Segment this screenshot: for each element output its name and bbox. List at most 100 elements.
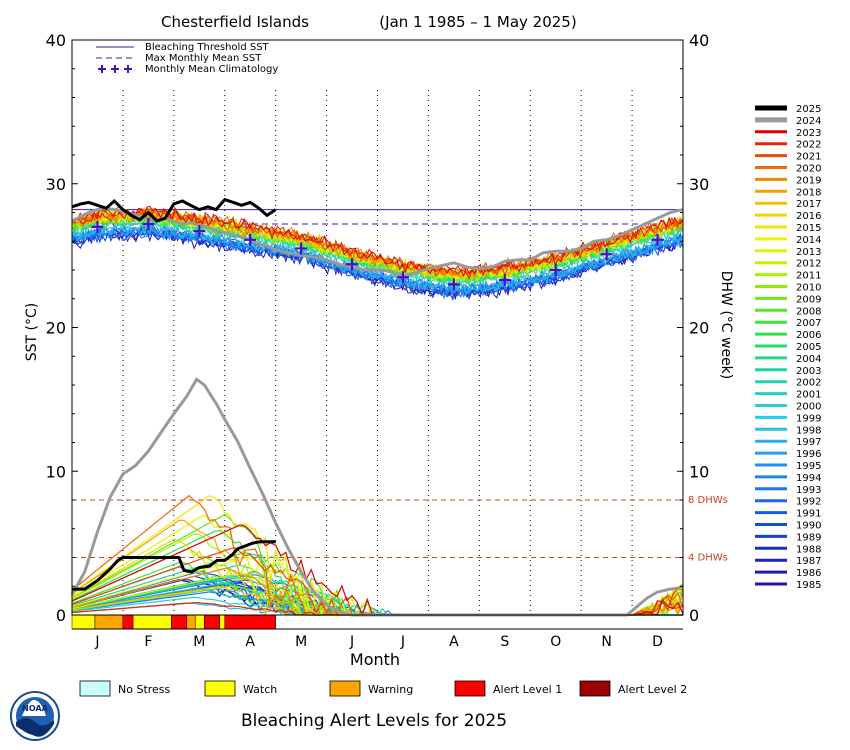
- alert-legend-label: No Stress: [118, 683, 171, 696]
- alert-legend-label: Warning: [368, 683, 413, 696]
- year-legend-label: 2016: [796, 211, 821, 222]
- year-legend-label: 1992: [796, 497, 821, 508]
- year-legend-label: 2003: [796, 366, 821, 377]
- climatology-marker: [244, 233, 257, 246]
- year-legend-label: 2024: [796, 116, 821, 127]
- alert-legend-swatch: [204, 680, 236, 697]
- year-legend-label: 1991: [796, 509, 821, 520]
- alert-segment: [204, 614, 220, 630]
- year-legend-label: 2009: [796, 294, 821, 305]
- month-label: A: [245, 634, 255, 650]
- alert-segment: [132, 614, 172, 630]
- year-legend-label: 2020: [796, 164, 821, 175]
- legend-plus-marker: [124, 65, 132, 73]
- month-label: S: [500, 634, 509, 650]
- y-tick-label-right: 40: [689, 31, 709, 50]
- alert-segment: [171, 614, 187, 630]
- year-legend-label: 1998: [796, 425, 821, 436]
- year-legend-label: 2014: [796, 235, 821, 246]
- dhw-line-2025: [72, 540, 276, 591]
- year-legend-label: 1993: [796, 485, 821, 496]
- year-legend-label: 2005: [796, 342, 821, 353]
- y-tick-label-right: 10: [689, 462, 709, 481]
- year-legend-label: 1990: [796, 521, 821, 532]
- top-legend-label: Max Monthly Mean SST: [145, 53, 262, 64]
- alert-segment: [219, 614, 226, 630]
- y-tick-label-left: 20: [46, 319, 66, 338]
- climatology-marker: [600, 248, 613, 261]
- year-legend-label: 1999: [796, 413, 821, 424]
- alert-segment: [71, 614, 96, 630]
- year-legend-label: 1985: [796, 580, 821, 591]
- alert-legend-label: Alert Level 2: [618, 683, 687, 696]
- sst-line-2024: [71, 206, 684, 278]
- month-label: F: [144, 634, 152, 650]
- legend-plus-marker: [111, 65, 119, 73]
- year-legend-label: 2018: [796, 187, 821, 198]
- year-legend-label: 2019: [796, 175, 821, 186]
- climatology-marker: [142, 218, 155, 230]
- alert-legend-label: Alert Level 1: [493, 683, 562, 696]
- year-legend-label: 1986: [796, 568, 821, 579]
- climatology-marker: [447, 278, 460, 291]
- year-legend-label: 1988: [796, 544, 821, 555]
- legend-plus-marker: [98, 65, 106, 73]
- y-tick-label-left: 10: [46, 462, 66, 481]
- year-legend-label: 2021: [796, 152, 821, 163]
- month-label: J: [94, 634, 99, 650]
- month-label: M: [193, 634, 205, 650]
- year-legend-label: 2001: [796, 390, 821, 401]
- y-tick-label-right: 20: [689, 319, 709, 338]
- climatology-marker: [549, 264, 562, 276]
- year-legend-label: 1996: [796, 449, 821, 460]
- month-label: N: [601, 634, 611, 650]
- sst-line-2025: [71, 197, 277, 223]
- alert-segment: [194, 614, 205, 630]
- dhw-threshold-label: 4 DHWs: [688, 553, 728, 564]
- sst-line-1998: [71, 219, 684, 296]
- year-legend-label: 2008: [796, 306, 821, 317]
- y-tick-label-right: 0: [689, 606, 699, 625]
- year-legend-label: 1994: [796, 473, 821, 484]
- y-tick-label-right: 30: [689, 175, 709, 194]
- climatology-marker: [498, 274, 511, 287]
- climatology-marker: [396, 271, 409, 284]
- year-legend-label: 1997: [796, 437, 821, 448]
- noaa-logo: NOAA: [10, 691, 60, 741]
- month-label: M: [295, 634, 307, 650]
- year-legend-label: 2012: [796, 259, 821, 270]
- y-tick-label-left: 30: [46, 175, 66, 194]
- alert-segment: [122, 614, 134, 630]
- climatology-marker: [91, 220, 104, 233]
- year-legend-label: 2025: [796, 104, 821, 115]
- dhw-threshold-label: 8 DHWs: [688, 495, 728, 506]
- year-legend-label: 1987: [796, 556, 821, 567]
- y-tick-label-left: 40: [46, 31, 66, 50]
- alert-segment: [186, 614, 196, 630]
- month-label: J: [349, 634, 354, 650]
- climatology-markers: [91, 218, 664, 291]
- year-legend-label: 1989: [796, 532, 821, 543]
- chart-date-range: (Jan 1 1985 – 1 May 2025): [379, 13, 576, 31]
- x-axis-label: Month: [350, 650, 400, 669]
- year-legend-label: 1995: [796, 461, 821, 472]
- alert-level-legend: No Stress Watch Warning Alert Level 1 Alert …: [79, 680, 687, 697]
- alert-legend-swatch: [579, 680, 611, 697]
- year-legend-label: 2011: [796, 271, 821, 282]
- y-tick-label-left: 0: [56, 606, 66, 625]
- climatology-marker: [651, 233, 664, 246]
- noaa-logo-wave: [16, 718, 54, 737]
- year-legend-label: 2023: [796, 128, 821, 139]
- alert-segment: [94, 614, 124, 630]
- month-label: A: [449, 634, 459, 650]
- year-legend-label: 2006: [796, 330, 821, 341]
- alert-legend-swatch: [79, 680, 111, 697]
- climatology-marker: [295, 242, 308, 255]
- month-label: D: [652, 634, 663, 650]
- chart-title: Chesterfield Islands: [161, 13, 309, 31]
- noaa-logo-bird: [22, 699, 46, 716]
- sst-series-group: [71, 197, 684, 301]
- alert-legend-swatch: [454, 680, 486, 697]
